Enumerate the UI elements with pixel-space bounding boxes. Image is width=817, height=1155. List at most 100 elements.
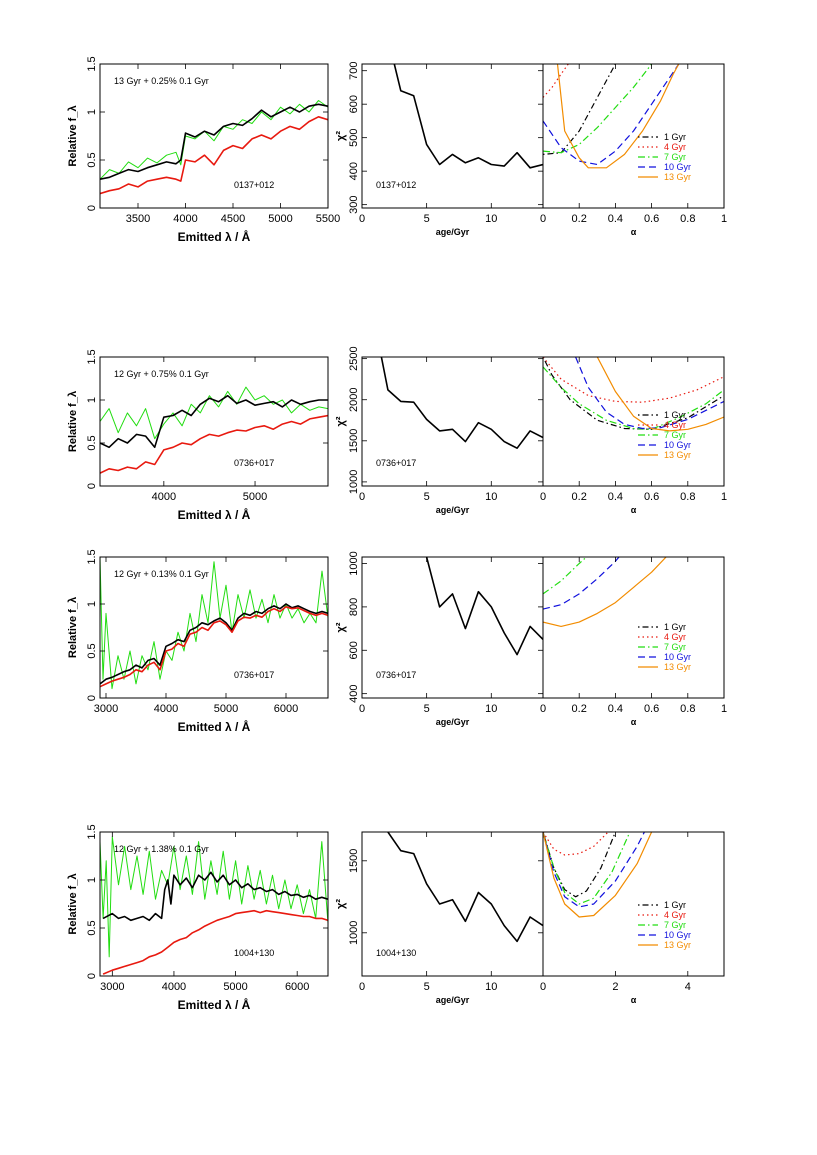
y-tick-label: 800 xyxy=(348,598,360,616)
x-tick-label: 0 xyxy=(359,703,365,715)
x-axis-label: α xyxy=(631,995,637,1005)
x-axis-label: α xyxy=(631,227,637,237)
series-group xyxy=(543,832,653,918)
series-group xyxy=(387,832,543,943)
x-tick-label: 0.8 xyxy=(680,213,695,225)
series-group xyxy=(543,64,680,169)
plot-frame xyxy=(99,556,329,699)
x-tick-label: 3000 xyxy=(100,981,124,993)
object-label: 1004+130 xyxy=(376,948,416,958)
x-tick-label: 0.2 xyxy=(572,703,587,715)
series-line-red xyxy=(100,116,328,195)
series-group xyxy=(543,557,667,628)
legend-label: 4 Gyr xyxy=(664,910,686,920)
legend-label: 13 Gyr xyxy=(664,172,691,182)
chart-chi2_age-0: 0 5 10 300 400 500 600 700 age/Gyr χ² 0137+012 xyxy=(335,62,544,237)
fit-annotation: 12 Gyr + 0.13% 0.1 Gyr xyxy=(114,569,209,579)
series-group xyxy=(100,100,328,195)
y-tick-label: 0 xyxy=(86,205,98,211)
series-line-7-gyr xyxy=(543,557,587,595)
y-tick-label: 2500 xyxy=(348,346,360,370)
x-tick-label: 6000 xyxy=(285,981,309,993)
legend-label: 1 Gyr xyxy=(664,410,686,420)
series-line-black xyxy=(100,394,328,449)
legend-label: 13 Gyr xyxy=(664,450,691,460)
y-tick-label: 1 xyxy=(86,397,98,403)
x-tick-label: 10 xyxy=(485,703,497,715)
legend-label: 10 Gyr xyxy=(664,652,691,662)
x-tick-label: 0.8 xyxy=(680,491,695,503)
plot-frame xyxy=(542,556,725,699)
x-tick-label: 0.6 xyxy=(644,491,659,503)
plot-frame xyxy=(542,63,725,209)
x-tick-label: 5 xyxy=(424,703,430,715)
chart-chi2_age-1: 0 5 10 1000 1500 2000 2500 age/Gyr χ² 0736+017 xyxy=(335,346,544,515)
x-tick-label: 0 xyxy=(540,491,546,503)
x-tick-label: 0.4 xyxy=(608,491,623,503)
x-axis-label: α xyxy=(631,717,637,727)
series-group xyxy=(543,357,724,432)
y-tick-label: 1500 xyxy=(348,849,360,873)
x-tick-label: 10 xyxy=(485,981,497,993)
legend-label: 1 Gyr xyxy=(664,900,686,910)
y-tick-label: 1.5 xyxy=(86,824,98,839)
series-line-black xyxy=(380,357,543,450)
x-tick-label: 4000 xyxy=(173,213,197,225)
x-tick-label: 3000 xyxy=(94,703,118,715)
x-tick-label: 5000 xyxy=(268,213,292,225)
x-tick-label: 10 xyxy=(485,491,497,503)
legend-label: 4 Gyr xyxy=(664,632,686,642)
chart-chi2_age-3: 0 5 10 1000 1500 age/Gyr χ² 1004+130 xyxy=(335,831,544,1005)
legend-label: 10 Gyr xyxy=(664,162,691,172)
x-tick-label: 0.2 xyxy=(572,491,587,503)
object-label: 0137+012 xyxy=(234,180,274,190)
y-tick-label: 0.5 xyxy=(86,920,98,935)
series-group xyxy=(393,64,543,169)
object-label: 0736+017 xyxy=(376,670,416,680)
x-tick-label: 1 xyxy=(721,703,727,715)
chart-spectrum-1: 4000 5000 0 0.5 1 1.5 Emitted λ / Å Relative f_… xyxy=(67,349,329,522)
legend-label: 1 Gyr xyxy=(664,622,686,632)
y-tick-label: 1000 xyxy=(348,921,360,945)
y-tick-label: 2000 xyxy=(348,387,360,411)
legend-label: 4 Gyr xyxy=(664,420,686,430)
legend-label: 1 Gyr xyxy=(664,132,686,142)
y-axis-label: χ² xyxy=(335,131,347,141)
x-tick-label: 3500 xyxy=(126,213,150,225)
legend-label: 13 Gyr xyxy=(664,940,691,950)
x-axis-label: Emitted λ / Å xyxy=(178,229,251,244)
series-line-green xyxy=(100,836,328,958)
x-axis-label: age/Gyr xyxy=(436,227,470,237)
y-axis-label: Relative f_λ xyxy=(67,873,79,934)
y-tick-label: 1 xyxy=(86,601,98,607)
y-tick-label: 1 xyxy=(86,877,98,883)
x-tick-label: 10 xyxy=(485,213,497,225)
series-line-7-gyr xyxy=(543,64,653,154)
x-axis-label: Emitted λ / Å xyxy=(178,997,251,1012)
x-tick-label: 2 xyxy=(612,981,618,993)
series-line-green xyxy=(100,386,328,440)
series-line-4-gyr xyxy=(543,832,609,856)
y-tick-label: 300 xyxy=(348,195,360,213)
y-tick-label: 1.5 xyxy=(86,349,98,364)
x-tick-label: 4000 xyxy=(162,981,186,993)
y-tick-label: 0.5 xyxy=(86,643,98,658)
y-tick-label: 1.5 xyxy=(86,56,98,71)
chart-chi2_age-2: 0 5 10 400 600 800 1000 age/Gyr χ² 0736+017 xyxy=(335,551,544,727)
chart-spectrum-0: 3500 4000 4500 5000 5500 0 0.5 1 1.5 Emitted λ / … xyxy=(67,56,340,244)
fit-annotation: 12 Gyr + 1.38% 0.1 Gyr xyxy=(114,844,209,854)
y-tick-label: 600 xyxy=(348,95,360,113)
x-axis-label: age/Gyr xyxy=(436,505,470,515)
series-line-13-gyr xyxy=(543,832,653,918)
x-tick-label: 0.6 xyxy=(644,213,659,225)
y-axis-label: χ² xyxy=(335,899,347,909)
x-tick-label: 5 xyxy=(424,981,430,993)
legend-label: 4 Gyr xyxy=(664,142,686,152)
series-line-1-gyr xyxy=(543,357,724,430)
series-line-13-gyr xyxy=(543,557,667,628)
series-line-7-gyr xyxy=(543,832,631,905)
series-group xyxy=(100,557,328,690)
x-tick-label: 6000 xyxy=(274,703,298,715)
x-tick-label: 4000 xyxy=(154,703,178,715)
